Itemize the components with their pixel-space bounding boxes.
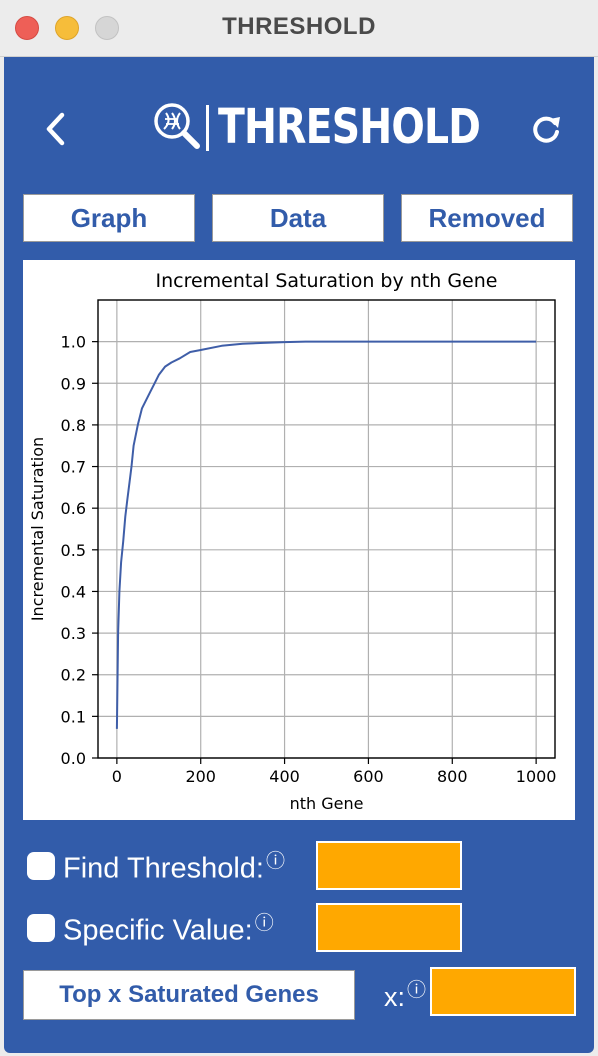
y-tick-label: 0.7 — [61, 458, 86, 477]
logo-text: THRESHOLD — [218, 99, 481, 155]
window-title: THRESHOLD — [222, 13, 376, 40]
x-tick-label: 400 — [269, 767, 300, 786]
saturation-line — [115, 340, 537, 729]
tab-removed[interactable]: Removed — [401, 194, 573, 242]
y-tick-label: 0.9 — [61, 374, 86, 393]
y-tick-label: 0.3 — [61, 624, 86, 643]
zoom-window-button[interactable] — [95, 16, 119, 40]
y-tick-label: 1.0 — [61, 333, 86, 352]
top-x-saturated-genes-button[interactable]: Top x Saturated Genes — [23, 970, 355, 1020]
saturation-chart: 0 200 400 600 800 1000 0.0 0.1 0.2 0.3 0.4 0.5 0.6 0.… — [28, 270, 557, 813]
find-threshold-checkbox[interactable] — [27, 852, 55, 880]
tab-graph[interactable]: Graph — [23, 194, 195, 242]
dna-magnifier-icon — [154, 103, 200, 149]
chart-title: Incremental Saturation by nth Gene — [156, 270, 498, 292]
title-bar: THRESHOLD — [0, 0, 598, 57]
specific-value-checkbox[interactable] — [27, 914, 55, 942]
y-tick-label: 0.8 — [61, 416, 86, 435]
x-tick-label: 600 — [353, 767, 384, 786]
info-icon[interactable]: ⓘ — [407, 980, 427, 1001]
x-tick-label: 800 — [437, 767, 468, 786]
specific-value-label: Specific Value: ⓘ — [63, 913, 274, 947]
app-logo: THRESHOLD — [150, 99, 481, 155]
y-tick-label: 0.4 — [61, 582, 86, 601]
plot-frame — [97, 299, 556, 759]
minimize-window-button[interactable] — [55, 16, 79, 40]
y-tick-label: 0.2 — [61, 666, 86, 685]
app-panel: THRESHOLD Graph Data Removed 0 200 400 600 8… — [4, 57, 594, 1053]
specific-value-input[interactable] — [316, 903, 462, 952]
x-value-input[interactable] — [430, 967, 576, 1016]
find-threshold-input[interactable] — [316, 841, 462, 890]
back-icon[interactable] — [40, 107, 80, 151]
refresh-icon[interactable] — [524, 107, 568, 151]
y-tick-label: 0.6 — [61, 499, 86, 518]
close-window-button[interactable] — [15, 16, 39, 40]
x-tick-label: 200 — [185, 767, 216, 786]
y-axis-label: Incremental Saturation — [28, 437, 47, 621]
x-label: x: ⓘ — [384, 980, 427, 1012]
x-axis-label: nth Gene — [290, 794, 364, 813]
info-icon[interactable]: ⓘ — [265, 851, 285, 872]
chart-panel: 0 200 400 600 800 1000 0.0 0.1 0.2 0.3 0.4 0.5 0.6 0.… — [23, 260, 575, 820]
y-tick-label: 0.0 — [61, 749, 86, 768]
x-tick-label: 0 — [112, 767, 122, 786]
x-tick-label: 1000 — [516, 767, 557, 786]
find-threshold-label: Find Threshold: ⓘ — [63, 851, 285, 885]
tab-data[interactable]: Data — [212, 194, 384, 242]
y-tick-label: 0.5 — [61, 541, 86, 560]
logo-divider — [206, 105, 209, 151]
info-icon[interactable]: ⓘ — [254, 913, 274, 934]
y-tick-label: 0.1 — [61, 707, 86, 726]
